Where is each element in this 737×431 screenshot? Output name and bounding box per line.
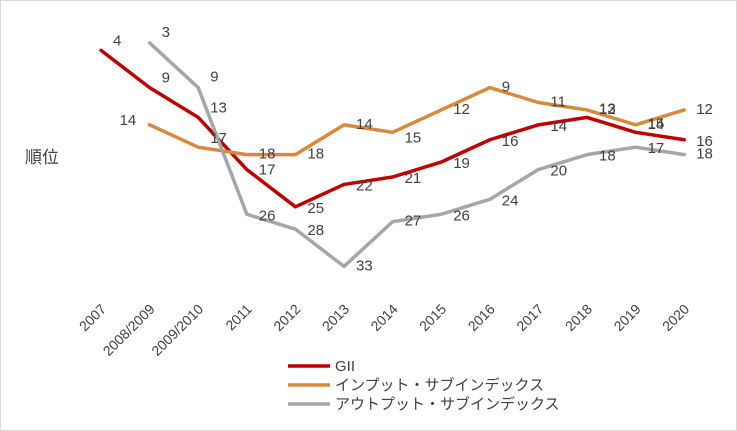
- x-tick-label: 2013: [319, 301, 352, 334]
- data-label: 26: [453, 207, 470, 224]
- data-label: 17: [210, 130, 227, 147]
- data-label: 16: [696, 133, 713, 150]
- data-label: 14: [120, 112, 137, 129]
- data-label: 18: [307, 146, 324, 163]
- x-tick-label: 2015: [416, 301, 449, 334]
- data-label: 33: [356, 257, 373, 274]
- legend-entry: インプット・サブインデックス: [335, 376, 544, 394]
- data-label: 15: [405, 129, 422, 146]
- x-tick-label: 2009/2010: [148, 301, 206, 359]
- x-tick-label: 2011: [222, 301, 255, 334]
- data-label: 24: [502, 192, 519, 209]
- x-tick-label: 2016: [465, 301, 498, 334]
- series-line-1: [147, 85, 686, 157]
- data-label: 21: [405, 170, 422, 187]
- data-label: 3: [162, 24, 170, 41]
- x-tick-label: 2018: [562, 301, 595, 334]
- x-tick-label: 2008/2009: [100, 301, 158, 359]
- data-label: 9: [162, 70, 170, 87]
- data-label: 13: [210, 99, 227, 116]
- series-line-0: [99, 48, 686, 209]
- y-axis-label: 順位: [25, 148, 59, 167]
- data-label: 18: [696, 146, 713, 163]
- data-label: 12: [599, 101, 616, 118]
- data-label: 28: [307, 222, 324, 239]
- data-label: 22: [356, 177, 373, 194]
- data-label: 16: [502, 133, 519, 150]
- legend-entry: GII: [335, 358, 355, 375]
- data-label: 4: [113, 32, 121, 49]
- data-label: 9: [210, 69, 218, 86]
- data-label: 25: [307, 200, 324, 217]
- x-tick-label: 2017: [513, 301, 546, 334]
- data-label: 11: [550, 94, 566, 111]
- data-label: 15: [648, 115, 665, 132]
- data-label: 14: [550, 118, 567, 135]
- legend-entry: アウトプット・サブインデックス: [335, 395, 560, 413]
- x-tick-label: 2014: [367, 301, 400, 334]
- data-label: 17: [648, 140, 665, 157]
- data-label: 18: [259, 146, 276, 163]
- data-label: 12: [696, 101, 713, 118]
- x-tick-label: 2007: [76, 301, 109, 334]
- series-line-2: [147, 41, 686, 269]
- x-tick-label: 2019: [610, 301, 643, 334]
- data-label: 19: [453, 155, 470, 172]
- series-lines: [99, 41, 686, 269]
- data-label: 14: [356, 116, 373, 133]
- data-label: 17: [259, 162, 276, 179]
- data-label: 12: [453, 101, 470, 118]
- data-label: 14: [648, 116, 665, 133]
- x-tick-label: 2012: [270, 301, 303, 334]
- data-label: 18: [599, 148, 616, 165]
- data-label: 9: [502, 79, 510, 96]
- data-label: 27: [405, 213, 422, 230]
- x-tick-label: 2020: [659, 301, 692, 334]
- data-label: 13: [599, 100, 616, 117]
- data-label: 20: [550, 163, 567, 180]
- data-label: 26: [259, 207, 276, 224]
